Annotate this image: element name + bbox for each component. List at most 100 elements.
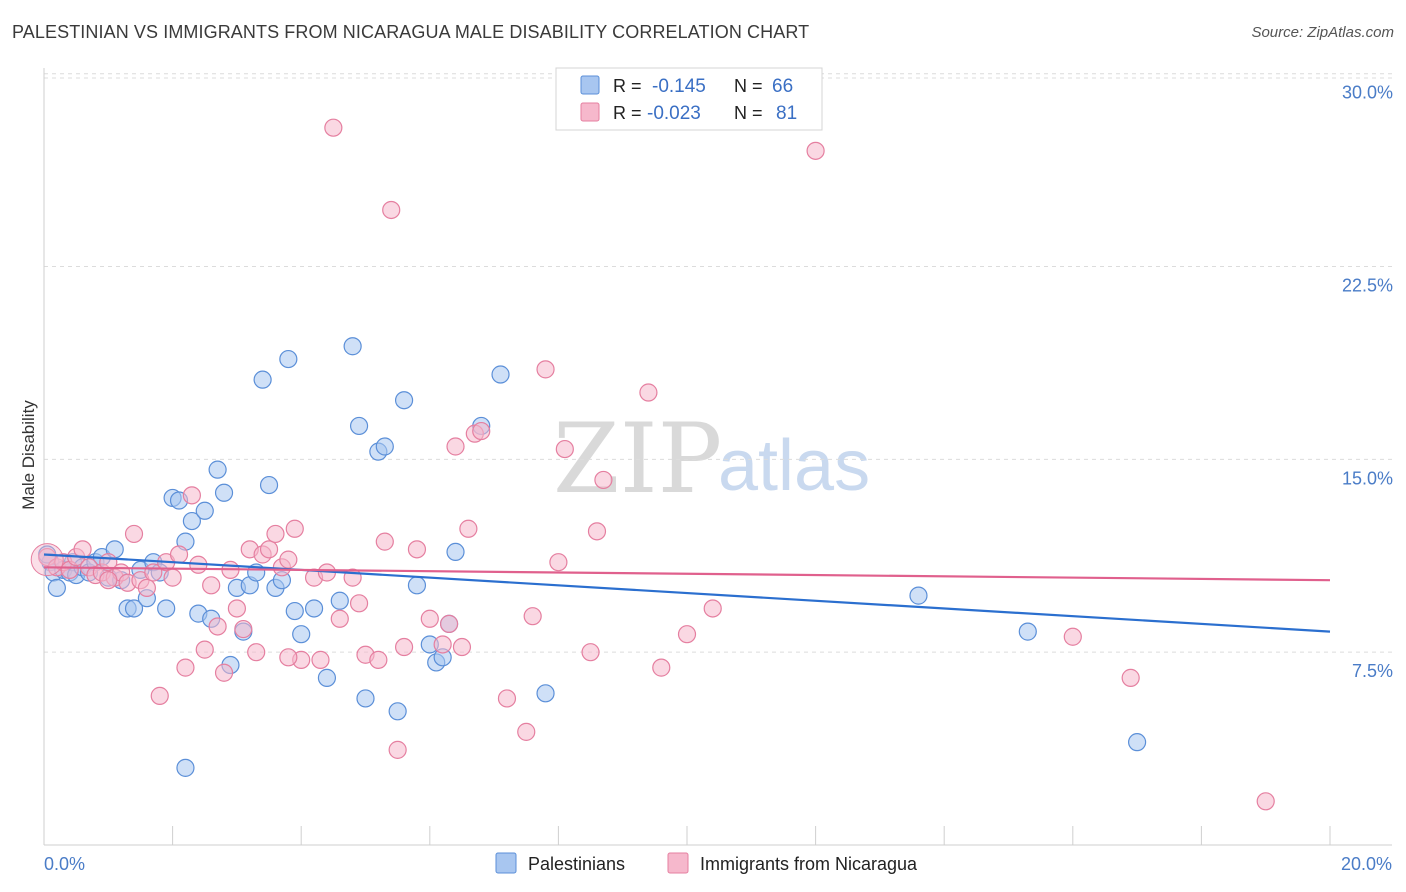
trend-line-nicaragua bbox=[43, 566, 1331, 582]
palestinians-point-35 bbox=[253, 370, 272, 389]
nicaragua-point-32 bbox=[247, 643, 266, 662]
bottom-legend-swatch-palestinians bbox=[495, 852, 517, 874]
y-tick-label-1: 15.0% bbox=[1342, 468, 1393, 488]
palestinians-point-51 bbox=[394, 391, 414, 410]
nicaragua-point-77 bbox=[1256, 792, 1275, 811]
nicaragua-point-50 bbox=[407, 540, 427, 559]
nicaragua-point-24 bbox=[195, 640, 214, 659]
nicaragua-point-34 bbox=[259, 540, 279, 559]
nicaragua-point-70 bbox=[677, 625, 697, 644]
nicaragua-point-48 bbox=[388, 740, 407, 759]
palestinians-point-57 bbox=[446, 542, 465, 562]
bottom-legend-swatch-nicaragua bbox=[667, 852, 689, 874]
nicaragua-point-68 bbox=[639, 383, 658, 402]
legend-n-value-2: 81 bbox=[776, 103, 797, 124]
nicaragua-point-67 bbox=[594, 470, 613, 490]
bottom-legend-label-nicaragua: Immigrants from Nicaragua bbox=[700, 854, 918, 874]
nicaragua-point-46 bbox=[369, 650, 388, 669]
grid bbox=[44, 73, 1392, 653]
nicaragua-point-38 bbox=[285, 519, 304, 538]
nicaragua-point-54 bbox=[446, 437, 465, 456]
legend-n-value-1: 66 bbox=[772, 76, 793, 97]
legend-r-value-2: -0.023 bbox=[647, 103, 701, 124]
chart-title: PALESTINIAN VS IMMIGRANTS FROM NICARAGUA… bbox=[12, 22, 810, 42]
nicaragua-point-79 bbox=[279, 648, 298, 667]
legend-r-value-1: -0.145 bbox=[652, 76, 706, 97]
palestinians-point-20 bbox=[157, 599, 176, 618]
x-ticks bbox=[43, 826, 1331, 845]
palestinians-point-60 bbox=[536, 684, 555, 703]
watermark-atlas: atlas bbox=[718, 426, 870, 506]
nicaragua-point-75 bbox=[1063, 627, 1082, 646]
nicaragua-point-37 bbox=[279, 550, 298, 569]
nicaragua-point-25 bbox=[202, 576, 221, 595]
y-tick-labels: 7.5% 15.0% 22.5% 30.0% bbox=[1342, 83, 1393, 681]
palestinians-point-43 bbox=[317, 668, 337, 687]
palestinians-point-64 bbox=[1127, 733, 1147, 752]
palestinians-point-61 bbox=[176, 758, 195, 777]
palestinians-point-28 bbox=[208, 460, 227, 479]
palestinians-point-50 bbox=[388, 702, 407, 721]
y-axis-title: Male Disability bbox=[19, 400, 38, 510]
nicaragua-point-27 bbox=[214, 663, 234, 682]
palestinians-point-45 bbox=[343, 337, 362, 356]
chart-source: Source: ZipAtlas.com bbox=[1251, 24, 1394, 41]
legend-n-label-1: N = bbox=[734, 76, 763, 96]
palestinians-point-29 bbox=[214, 483, 234, 502]
palestinians-point-39 bbox=[279, 349, 298, 369]
palestinians-point-44 bbox=[330, 591, 349, 610]
nicaragua-point-62 bbox=[536, 360, 555, 379]
nicaragua-point-17 bbox=[150, 686, 169, 705]
nicaragua-point-30 bbox=[234, 619, 253, 639]
nicaragua-point-42 bbox=[330, 609, 349, 628]
nicaragua-point-69 bbox=[652, 658, 671, 677]
trend-line-palestinians bbox=[43, 553, 1331, 633]
correlation-legend: R = -0.145 N = 66 R = -0.023 N = 81 bbox=[555, 67, 823, 131]
palestinians-point-46 bbox=[349, 416, 369, 436]
nicaragua-point-13 bbox=[124, 524, 144, 544]
legend-swatch-nicaragua bbox=[580, 102, 600, 122]
nicaragua-point-21 bbox=[176, 658, 195, 677]
nicaragua-point-22 bbox=[182, 486, 201, 505]
palestinians-point-49 bbox=[375, 437, 394, 456]
palestinians-point-63 bbox=[1018, 622, 1037, 641]
nicaragua-point-76 bbox=[1121, 668, 1140, 687]
legend-n-label-2: N = bbox=[734, 103, 763, 123]
palestinians-point-36 bbox=[259, 475, 279, 495]
palestinians-point-15 bbox=[124, 599, 144, 618]
nicaragua-point-60 bbox=[517, 722, 536, 741]
nicaragua-point-63 bbox=[549, 553, 568, 572]
nicaragua-point-26 bbox=[208, 617, 227, 636]
y-tick-label-2: 22.5% bbox=[1342, 276, 1393, 296]
nicaragua-point-59 bbox=[497, 689, 517, 708]
nicaragua-point-47 bbox=[375, 532, 394, 551]
nicaragua-point-56 bbox=[459, 519, 478, 538]
nicaragua-point-78 bbox=[99, 571, 118, 590]
nicaragua-point-65 bbox=[581, 643, 600, 662]
nicaragua-cluster-bubble bbox=[30, 543, 64, 577]
nicaragua-point-35 bbox=[266, 524, 285, 544]
nicaragua-point-53 bbox=[439, 614, 459, 633]
nicaragua-point-52 bbox=[433, 635, 452, 654]
y-tick-label-0: 7.5% bbox=[1352, 661, 1393, 681]
palestinians-point-2 bbox=[47, 578, 66, 598]
x-tick-label-max: 20.0% bbox=[1341, 854, 1392, 874]
nicaragua-point-64 bbox=[555, 439, 574, 459]
legend-r-label-1: R = bbox=[613, 76, 642, 96]
nicaragua-point-29 bbox=[227, 599, 246, 618]
legend-r-label-2: R = bbox=[613, 103, 642, 123]
nicaragua-point-61 bbox=[523, 607, 542, 626]
nicaragua-point-51 bbox=[420, 609, 439, 628]
nicaragua-point-74 bbox=[806, 141, 825, 160]
nicaragua-point-73 bbox=[324, 118, 343, 137]
series-nicaragua-points bbox=[30, 118, 1275, 811]
nicaragua-point-80 bbox=[311, 650, 330, 669]
nicaragua-point-72 bbox=[382, 200, 401, 220]
legend-box bbox=[555, 67, 823, 131]
nicaragua-point-58 bbox=[472, 421, 491, 441]
palestinians-point-62 bbox=[909, 586, 928, 605]
y-tick-label-3: 30.0% bbox=[1342, 83, 1393, 103]
palestinians-point-47 bbox=[356, 689, 375, 708]
palestinians-point-42 bbox=[304, 599, 324, 618]
